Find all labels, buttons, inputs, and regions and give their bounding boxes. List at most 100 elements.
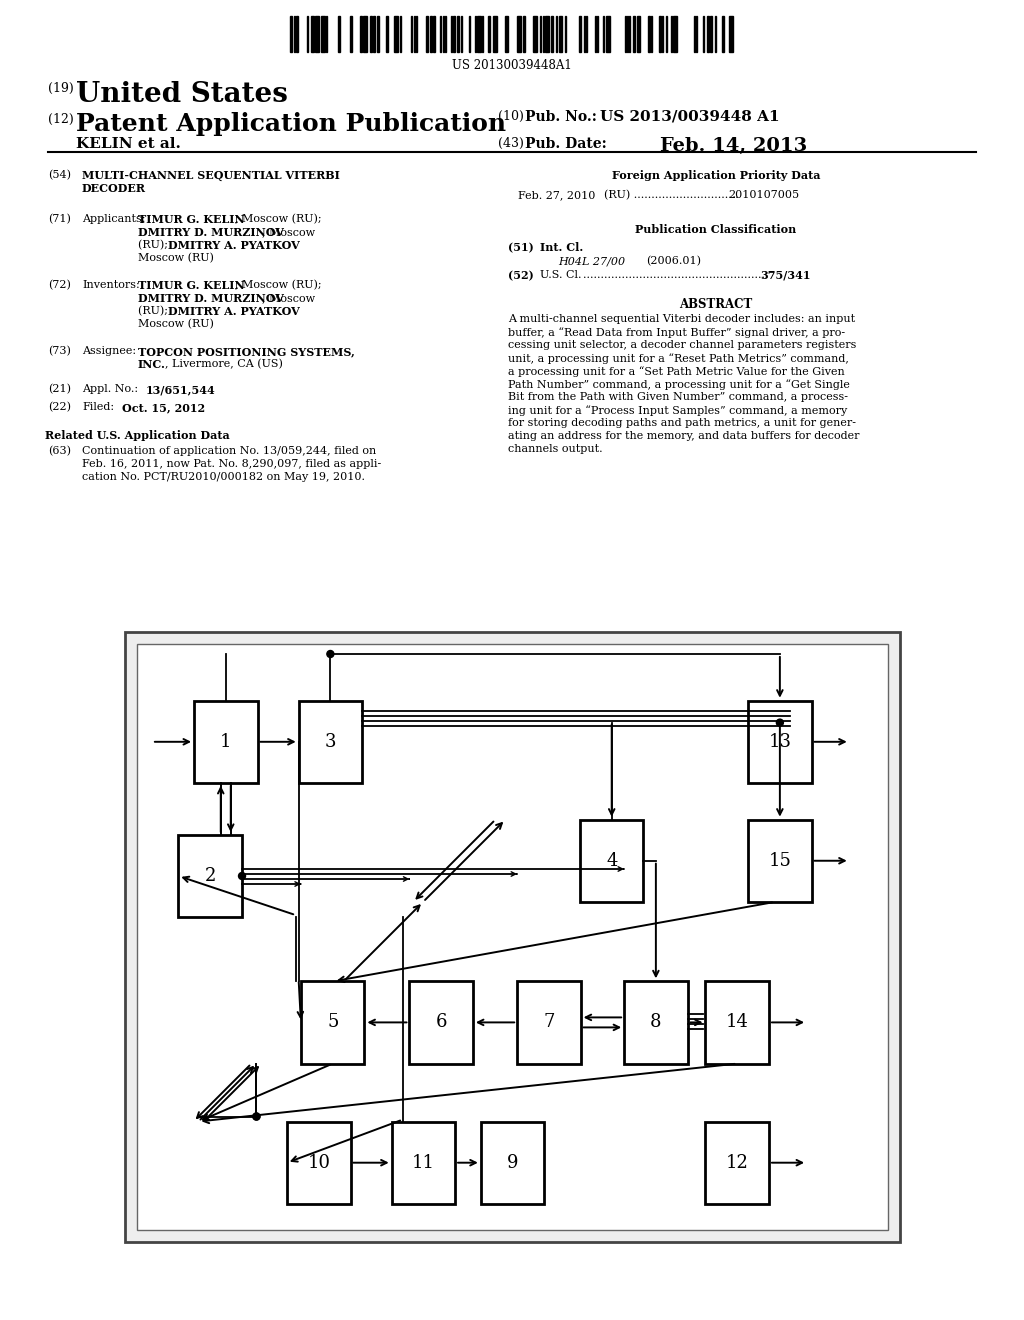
Bar xyxy=(194,701,257,783)
Text: 11: 11 xyxy=(412,1154,435,1172)
Text: 375/341: 375/341 xyxy=(760,271,811,281)
Text: H04L 27/00: H04L 27/00 xyxy=(558,256,625,267)
Bar xyxy=(360,16,362,51)
Text: Publication Classification: Publication Classification xyxy=(635,224,797,235)
Text: (2006.01): (2006.01) xyxy=(646,256,701,267)
Bar xyxy=(394,16,398,51)
Bar xyxy=(433,16,435,51)
Bar xyxy=(290,16,292,51)
Bar xyxy=(377,16,379,51)
Text: (63): (63) xyxy=(48,446,71,457)
Text: for storing decoding paths and path metrics, a unit for gener-: for storing decoding paths and path metr… xyxy=(508,418,856,428)
Text: A multi-channel sequential Viterbi decoder includes: an input: A multi-channel sequential Viterbi decod… xyxy=(508,314,855,323)
Bar xyxy=(480,1122,545,1204)
Circle shape xyxy=(253,1113,260,1121)
Bar xyxy=(517,16,521,51)
Text: DMITRY D. MURZINOV: DMITRY D. MURZINOV xyxy=(138,227,284,238)
Circle shape xyxy=(253,1113,260,1121)
Bar xyxy=(534,16,537,51)
Text: (73): (73) xyxy=(48,346,71,356)
Bar xyxy=(707,16,709,51)
Text: , Moscow: , Moscow xyxy=(262,293,315,304)
Text: ABSTRACT: ABSTRACT xyxy=(679,298,753,312)
Text: DECODER: DECODER xyxy=(82,183,146,194)
Bar xyxy=(673,16,677,51)
Text: (10): (10) xyxy=(498,110,524,123)
Text: 14: 14 xyxy=(726,1014,749,1031)
Bar xyxy=(311,16,314,51)
Text: , Moscow: , Moscow xyxy=(262,227,315,238)
Bar xyxy=(350,16,352,51)
Text: 8: 8 xyxy=(650,1014,662,1031)
Text: (12): (12) xyxy=(48,114,74,125)
Text: KELIN et al.: KELIN et al. xyxy=(76,137,181,150)
Text: ing unit for a “Process Input Samples” command, a memory: ing unit for a “Process Input Samples” c… xyxy=(508,405,847,416)
Text: Appl. No.:: Appl. No.: xyxy=(82,384,138,393)
Bar xyxy=(637,16,640,51)
Text: (51): (51) xyxy=(508,242,534,253)
Bar xyxy=(559,16,562,51)
Text: 4: 4 xyxy=(606,851,617,870)
Circle shape xyxy=(776,719,783,726)
Text: (43): (43) xyxy=(498,137,524,150)
Text: DMITRY A. PYATKOV: DMITRY A. PYATKOV xyxy=(168,306,300,317)
Bar xyxy=(659,16,662,51)
Bar xyxy=(457,16,459,51)
Text: cation No. PCT/RU2010/000182 on May 19, 2010.: cation No. PCT/RU2010/000182 on May 19, … xyxy=(82,473,365,482)
Text: US 20130039448A1: US 20130039448A1 xyxy=(453,59,571,73)
Text: INC.: INC. xyxy=(138,359,166,370)
Bar xyxy=(488,16,490,51)
Text: Patent Application Publication: Patent Application Publication xyxy=(76,112,506,136)
Bar xyxy=(287,1122,350,1204)
Bar xyxy=(624,981,688,1064)
Text: Related U.S. Application Data: Related U.S. Application Data xyxy=(45,430,229,441)
Text: Moscow (RU): Moscow (RU) xyxy=(138,319,214,329)
Text: Pub. No.:: Pub. No.: xyxy=(525,110,597,124)
Bar xyxy=(410,981,473,1064)
Bar xyxy=(299,701,362,783)
Bar xyxy=(296,16,298,51)
Bar xyxy=(505,16,508,51)
Text: United States: United States xyxy=(76,81,288,108)
Bar xyxy=(338,16,340,51)
Text: 2010107005: 2010107005 xyxy=(728,190,799,201)
Text: (19): (19) xyxy=(48,82,74,95)
Bar xyxy=(729,16,733,51)
Text: unit, a processing unit for a “Reset Path Metrics” command,: unit, a processing unit for a “Reset Pat… xyxy=(508,352,849,364)
Bar xyxy=(706,1122,769,1204)
Bar xyxy=(301,981,365,1064)
Bar xyxy=(606,16,610,51)
Text: Moscow (RU): Moscow (RU) xyxy=(138,253,214,263)
Text: Foreign Application Priority Data: Foreign Application Priority Data xyxy=(611,170,820,181)
Text: 5: 5 xyxy=(327,1014,338,1031)
Text: Feb. 16, 2011, now Pat. No. 8,290,097, filed as appli-: Feb. 16, 2011, now Pat. No. 8,290,097, f… xyxy=(82,459,381,469)
Text: buffer, a “Read Data from Input Buffer” signal driver, a pro-: buffer, a “Read Data from Input Buffer” … xyxy=(508,327,845,338)
Bar xyxy=(722,16,724,51)
Text: , Moscow (RU);: , Moscow (RU); xyxy=(234,280,322,290)
Text: Feb. 27, 2010: Feb. 27, 2010 xyxy=(518,190,595,201)
Text: TOPCON POSITIONING SYSTEMS,: TOPCON POSITIONING SYSTEMS, xyxy=(138,346,355,356)
Text: 15: 15 xyxy=(768,851,792,870)
Text: cessing unit selector, a decoder channel parameters registers: cessing unit selector, a decoder channel… xyxy=(508,341,856,350)
Text: (RU);: (RU); xyxy=(138,240,171,251)
Text: 1: 1 xyxy=(220,733,231,751)
Text: 13/651,544: 13/651,544 xyxy=(146,384,216,395)
Text: a processing unit for a “Set Path Metric Value for the Given: a processing unit for a “Set Path Metric… xyxy=(508,366,845,376)
Text: ating an address for the memory, and data buffers for decoder: ating an address for the memory, and dat… xyxy=(508,432,859,441)
Text: , Moscow (RU);: , Moscow (RU); xyxy=(234,214,322,224)
Text: Oct. 15, 2012: Oct. 15, 2012 xyxy=(122,403,205,413)
Bar xyxy=(321,16,325,51)
Text: 10: 10 xyxy=(307,1154,331,1172)
Bar xyxy=(545,16,549,51)
Text: DMITRY D. MURZINOV: DMITRY D. MURZINOV xyxy=(138,293,284,304)
Bar xyxy=(580,820,643,902)
Text: Path Number” command, a processing unit for a “Get Single: Path Number” command, a processing unit … xyxy=(508,379,850,389)
Text: TIMUR G. KELIN: TIMUR G. KELIN xyxy=(138,280,245,290)
Text: TIMUR G. KELIN: TIMUR G. KELIN xyxy=(138,214,245,224)
Bar xyxy=(477,16,481,51)
Text: (21): (21) xyxy=(48,384,71,395)
Bar xyxy=(749,701,812,783)
Bar xyxy=(370,16,372,51)
Text: (RU) ..............................: (RU) .............................. xyxy=(604,190,738,201)
Bar xyxy=(493,16,497,51)
